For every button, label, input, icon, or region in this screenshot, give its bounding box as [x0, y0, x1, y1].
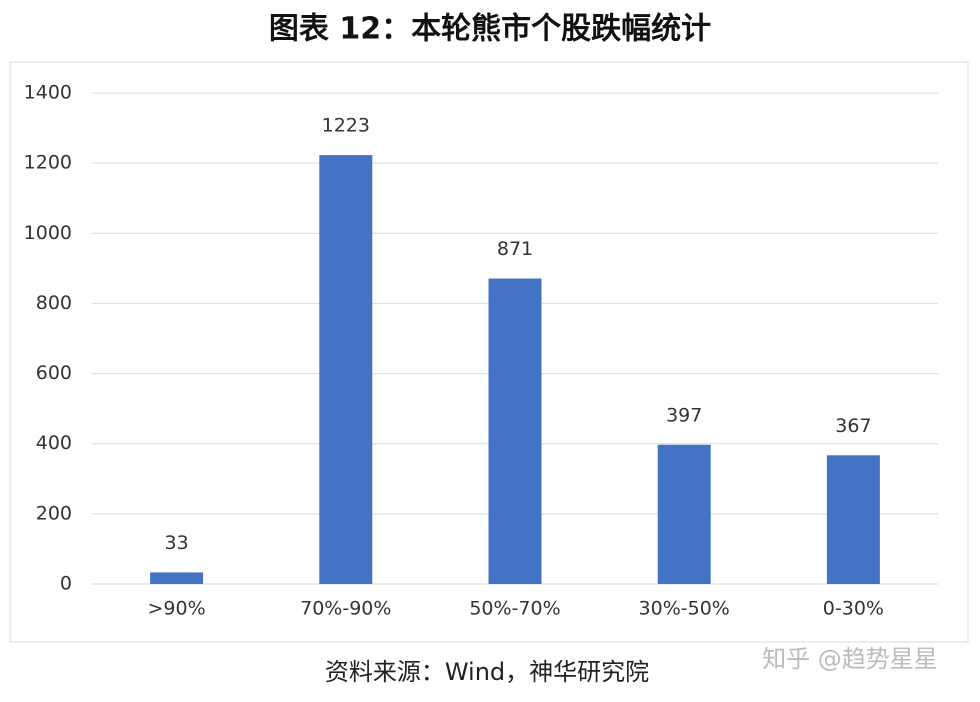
y-tick-label: 800 [36, 292, 72, 314]
y-tick-label: 1200 [24, 152, 72, 174]
x-tick-label: 0-30% [823, 598, 884, 620]
data-label: 1223 [322, 115, 370, 137]
bar [319, 155, 373, 585]
x-tick-label: >90% [148, 598, 206, 620]
watermark: 知乎 @趋势星星 [762, 645, 938, 673]
y-tick-label: 0 [60, 573, 72, 595]
chart-frame [9, 61, 969, 643]
y-tick-label: 200 [36, 502, 72, 524]
source-note: 资料来源：Wind，神华研究院 [325, 658, 649, 686]
bar [150, 572, 204, 584]
bar [657, 444, 711, 584]
data-label: 33 [165, 532, 189, 554]
chart-title: 图表 12：本轮熊市个股跌幅统计 [269, 12, 711, 47]
data-label: 367 [835, 415, 871, 437]
y-tick-label: 600 [36, 362, 72, 384]
y-tick-label: 1400 [24, 82, 72, 104]
x-tick-label: 70%-90% [300, 598, 391, 620]
data-label: 397 [666, 404, 702, 426]
y-tick-label: 400 [36, 432, 72, 454]
data-label: 871 [497, 238, 533, 260]
x-tick-label: 30%-50% [639, 598, 730, 620]
y-tick-label: 1000 [24, 222, 72, 244]
x-tick-label: 50%-70% [469, 598, 560, 620]
bar [826, 455, 880, 584]
bar [488, 278, 542, 584]
